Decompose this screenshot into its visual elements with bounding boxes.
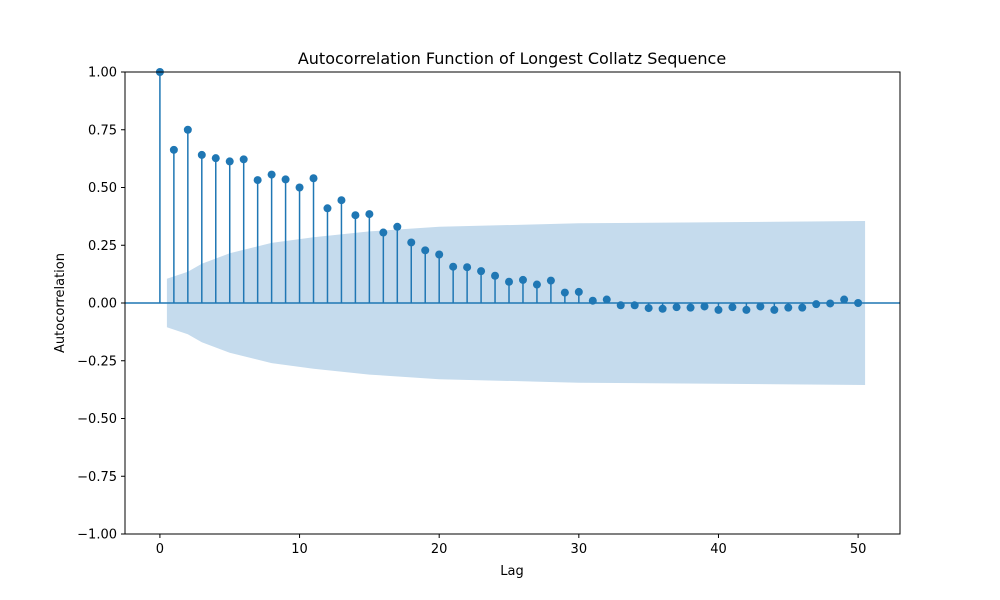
acf-point	[505, 277, 514, 286]
y-axis-label: Autocorrelation	[53, 253, 68, 353]
x-tick-label: 40	[710, 542, 727, 557]
acf-point	[560, 288, 569, 297]
acf-point	[644, 304, 653, 313]
acf-point	[602, 295, 611, 304]
acf-point	[770, 305, 779, 314]
acf-point	[169, 145, 178, 154]
acf-point	[728, 303, 737, 312]
x-tick-label: 0	[156, 542, 164, 557]
x-axis-label: Lag	[500, 564, 523, 579]
acf-point	[546, 276, 555, 285]
chart-title: Autocorrelation Function of Longest Coll…	[298, 49, 726, 68]
acf-point	[379, 228, 388, 237]
acf-point	[686, 303, 695, 312]
x-tick-label: 30	[571, 542, 588, 557]
acf-point	[239, 155, 248, 164]
acf-point	[630, 301, 639, 310]
acf-point	[323, 204, 332, 213]
acf-point	[309, 174, 318, 183]
acf-point	[197, 150, 206, 159]
acf-point	[491, 271, 500, 280]
acf-point	[616, 301, 625, 310]
y-tick-label: 0.75	[88, 123, 117, 138]
acf-point	[183, 125, 192, 134]
acf-point	[351, 211, 360, 220]
acf-point	[742, 305, 751, 314]
acf-point	[658, 304, 667, 313]
acf-point	[463, 263, 472, 272]
acf-point	[449, 262, 458, 271]
acf-point	[714, 305, 723, 314]
y-tick-label: 0.25	[88, 239, 117, 254]
acf-point	[756, 302, 765, 311]
acf-point	[295, 183, 304, 192]
acf-point	[826, 299, 835, 308]
y-tick-label: −0.75	[77, 470, 117, 485]
acf-point	[532, 280, 541, 289]
y-tick-label: −0.50	[77, 412, 117, 427]
y-tick-label: 0.50	[88, 181, 117, 196]
acf-point	[574, 287, 583, 296]
x-tick-label: 20	[431, 542, 448, 557]
acf-point	[700, 302, 709, 311]
acf-point	[435, 250, 444, 259]
acf-point	[854, 299, 863, 307]
acf-point	[798, 303, 807, 312]
acf-point	[253, 176, 262, 185]
acf-point	[407, 238, 416, 247]
stem-layer	[155, 68, 863, 314]
y-tick-label: −0.25	[77, 354, 117, 369]
acf-point	[812, 300, 821, 309]
acf-point	[393, 222, 402, 231]
x-tick-label: 10	[291, 542, 308, 557]
acf-point	[281, 175, 290, 184]
y-tick-label: 0.00	[88, 297, 117, 312]
acf-point	[421, 246, 430, 255]
y-tick-label: 1.00	[88, 66, 117, 81]
acf-point	[365, 210, 374, 219]
acf-point	[784, 303, 793, 312]
acf-point	[225, 157, 234, 166]
acf-point	[477, 267, 486, 276]
acf-point	[211, 154, 220, 163]
acf-point	[588, 296, 597, 305]
acf-point	[518, 275, 527, 284]
acf-point	[672, 303, 681, 312]
acf-point	[840, 295, 849, 304]
acf-point	[337, 196, 346, 205]
acf-point	[267, 170, 276, 179]
tick-layer: 0 10 20 30 40 50 −1.00 −0.75 −0.50 −0.25 0.00 0.25 0…	[77, 66, 866, 558]
x-tick-label: 50	[850, 542, 867, 557]
y-tick-label: −1.00	[77, 528, 117, 543]
